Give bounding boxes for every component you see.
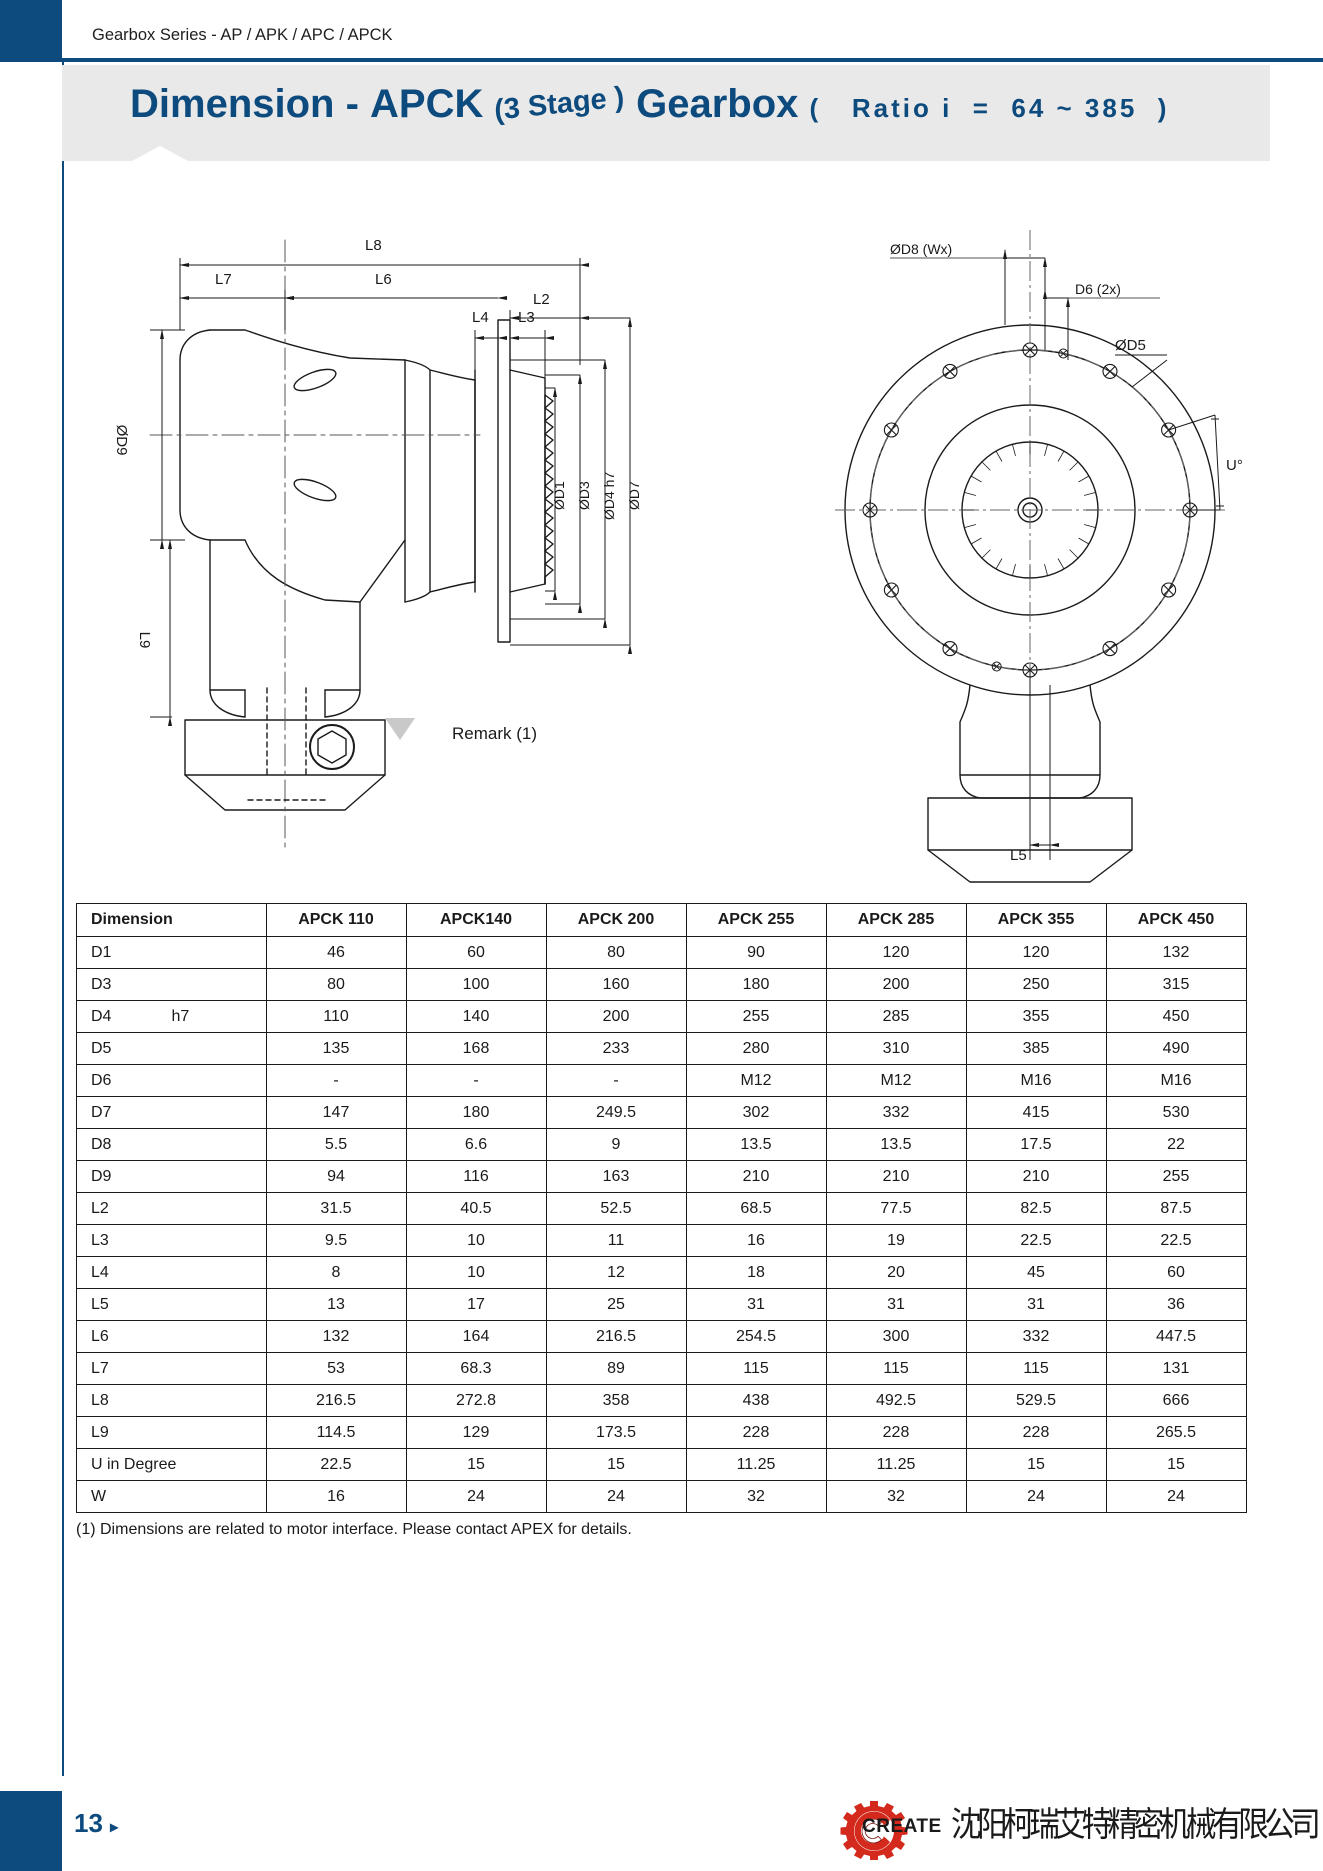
svg-text:L8: L8 (365, 237, 382, 254)
svg-text:D6 (2x): D6 (2x) (1075, 281, 1121, 297)
svg-text:ØD7: ØD7 (626, 481, 642, 510)
svg-text:U°: U° (1226, 457, 1243, 474)
svg-text:L2: L2 (533, 291, 550, 308)
svg-text:ØD3: ØD3 (576, 481, 592, 510)
svg-text:L4: L4 (472, 309, 489, 326)
svg-text:ØD5: ØD5 (1115, 337, 1146, 354)
svg-text:L5: L5 (1010, 847, 1027, 864)
svg-text:L7: L7 (215, 271, 232, 288)
svg-text:ØD8 (Wx): ØD8 (Wx) (890, 241, 952, 257)
svg-text:L9: L9 (136, 632, 153, 649)
svg-text:L6: L6 (375, 271, 392, 288)
svg-text:ØD4 h7: ØD4 h7 (601, 472, 617, 520)
svg-text:ØD1: ØD1 (551, 481, 567, 510)
svg-text:ØD9: ØD9 (113, 425, 130, 456)
